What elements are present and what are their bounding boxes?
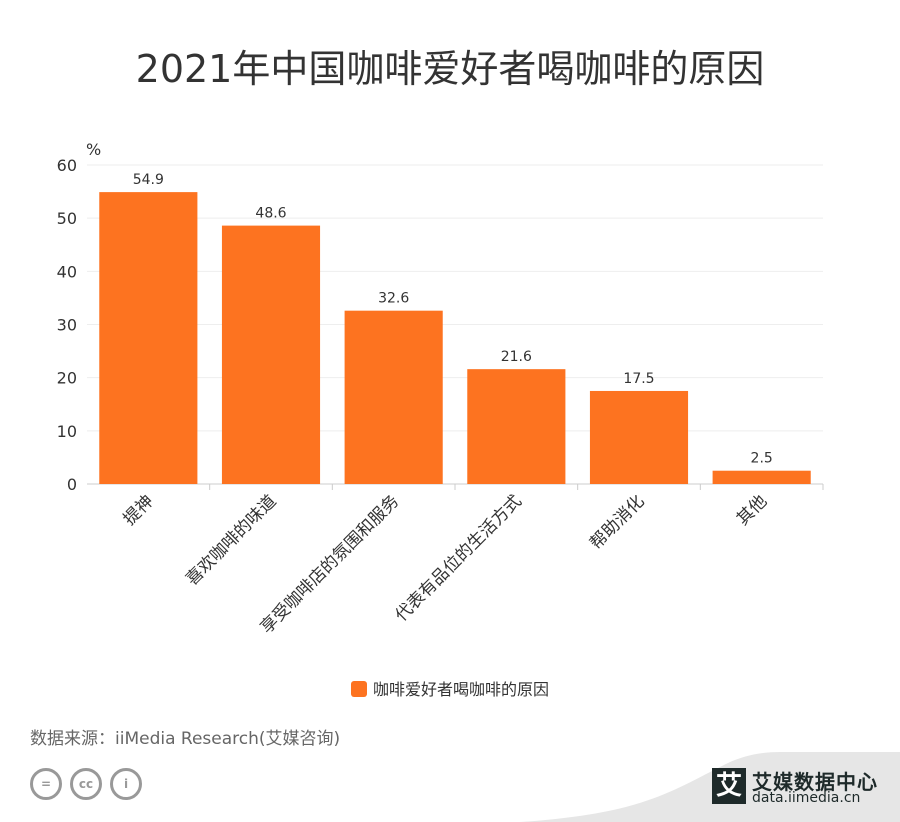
legend-swatch [350, 681, 367, 697]
data-label: 54.9 [133, 172, 164, 188]
x-tick-label: 其他 [733, 491, 771, 529]
x-tick-label: 帮助消化 [586, 491, 648, 553]
y-tick-label: 50 [57, 209, 77, 228]
data-label: 32.6 [378, 291, 409, 307]
bar-chart: 0 10 20 30 40 50 60% 54.9 提神 48.6 喜欢咖啡的味道 32.6 享受咖啡店… [57, 140, 824, 638]
x-tick-label: 提神 [120, 491, 158, 529]
data-label: 21.6 [501, 349, 532, 365]
data-label: 17.5 [623, 371, 654, 387]
data-label: 48.6 [255, 206, 286, 222]
y-tick-label: 40 [57, 262, 77, 281]
x-tick-label: 喜欢咖啡的味道 [182, 491, 280, 589]
y-tick-label: 30 [57, 316, 77, 335]
brand-background [520, 752, 900, 822]
y-tick-label: 20 [57, 369, 77, 388]
legend-label: 咖啡爱好者喝咖啡的原因 [372, 680, 549, 699]
x-tick-label: 代表有品位的生活方式 [392, 491, 526, 625]
data-label: 2.5 [751, 451, 773, 467]
attribution-icon: i [110, 768, 142, 800]
y-tick-label: 60 [57, 156, 77, 175]
legend[interactable]: 咖啡爱好者喝咖啡的原因 [0, 676, 900, 700]
x-tick-label: 享受咖啡店的氛围和服务 [257, 491, 403, 637]
bar [221, 225, 321, 485]
y-tick-label: 10 [57, 422, 77, 441]
bar [712, 470, 811, 484]
brand-name: 艾媒数据中心 [752, 770, 878, 794]
bar [589, 390, 689, 484]
cc-icon: cc [70, 768, 102, 800]
brand-logo: 艾 [712, 768, 746, 804]
source-note: 数据来源：iiMedia Research(艾媒咨询) [30, 729, 341, 749]
bar [467, 369, 566, 484]
no-derivatives-icon: = [30, 768, 62, 800]
brand-url: data.iimedia.cn [752, 790, 861, 806]
bar [344, 310, 443, 484]
y-axis-unit: % [86, 140, 101, 159]
y-tick-label: 0 [67, 475, 77, 494]
chart-title: 2021年中国咖啡爱好者喝咖啡的原因 [135, 47, 765, 91]
bar [99, 192, 198, 485]
